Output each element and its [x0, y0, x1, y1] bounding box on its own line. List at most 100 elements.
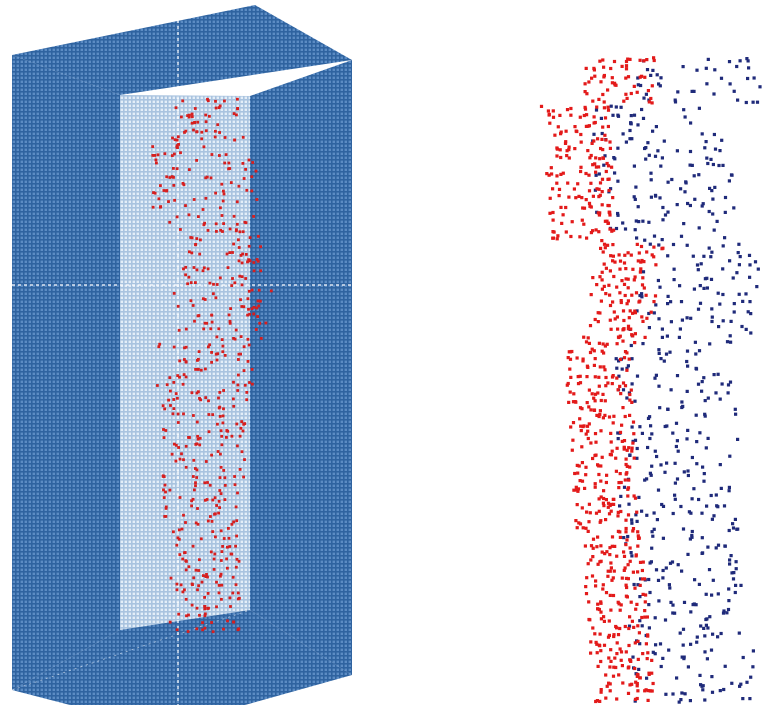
front-point — [627, 357, 631, 361]
back-point — [716, 372, 720, 376]
front-point — [630, 449, 634, 453]
front-point — [612, 310, 616, 314]
back-point — [706, 436, 710, 440]
front-point — [607, 619, 611, 623]
back-point — [712, 514, 716, 518]
front-point — [632, 278, 636, 282]
body-point — [158, 342, 162, 346]
body-point — [223, 354, 227, 357]
back-point — [695, 263, 700, 267]
back-point — [748, 275, 752, 279]
front-point — [611, 674, 616, 678]
front-point — [550, 172, 554, 176]
voxel-box — [11, 5, 352, 705]
front-point — [591, 194, 595, 198]
back-point — [697, 226, 701, 230]
body-point — [199, 537, 203, 541]
back-point — [659, 357, 663, 361]
back-point — [640, 292, 644, 296]
back-point — [706, 396, 710, 400]
body-point — [210, 520, 214, 523]
body-point — [183, 551, 187, 554]
front-point — [597, 165, 601, 169]
front-point — [628, 398, 632, 402]
back-point — [616, 146, 620, 150]
back-point — [736, 437, 740, 441]
back-point — [667, 648, 671, 652]
front-point — [575, 526, 579, 530]
body-point — [212, 292, 215, 296]
back-point — [629, 121, 633, 125]
front-point — [638, 560, 643, 564]
front-point — [618, 647, 622, 651]
back-point — [709, 157, 713, 161]
body-point — [159, 184, 162, 187]
back-point — [660, 327, 664, 331]
body-point — [177, 537, 181, 541]
back-point — [727, 528, 731, 533]
body-point — [215, 605, 218, 609]
front-point — [582, 206, 587, 210]
body-point — [192, 128, 195, 132]
body-point — [235, 519, 239, 523]
body-point — [217, 396, 220, 400]
body-point — [197, 215, 200, 218]
back-point — [592, 132, 596, 136]
body-point — [172, 292, 176, 295]
body-point — [222, 192, 226, 196]
front-point — [624, 76, 628, 80]
back-point — [659, 463, 663, 467]
front-point — [608, 503, 612, 507]
body-point — [179, 151, 182, 155]
body-point — [181, 99, 185, 103]
back-point — [706, 626, 710, 630]
front-point — [643, 600, 647, 604]
body-point — [248, 259, 252, 263]
front-point — [579, 424, 583, 428]
back-point — [702, 286, 706, 290]
front-point — [600, 270, 604, 274]
back-point — [679, 234, 684, 238]
front-point — [621, 681, 625, 685]
front-point — [598, 311, 602, 315]
body-point — [219, 429, 223, 433]
body-point — [214, 222, 218, 226]
body-point — [203, 596, 206, 599]
front-point — [604, 384, 608, 388]
front-point — [625, 464, 629, 468]
front-point — [592, 121, 596, 125]
right-front-points — [539, 56, 665, 704]
body-point — [174, 443, 178, 447]
front-point — [584, 124, 588, 128]
body-point — [206, 99, 210, 103]
back-point — [732, 310, 736, 314]
front-point — [566, 381, 570, 386]
front-point — [600, 137, 604, 141]
front-point — [606, 243, 610, 247]
back-point — [643, 478, 647, 482]
front-point — [577, 521, 581, 525]
front-point — [585, 375, 589, 379]
front-point — [594, 511, 599, 515]
front-point — [628, 309, 632, 313]
body-point — [198, 443, 202, 447]
front-point — [630, 619, 634, 623]
back-point — [671, 242, 676, 247]
body-point — [257, 304, 261, 308]
front-point — [599, 600, 603, 604]
box-left-face — [12, 55, 120, 690]
body-point — [209, 550, 213, 554]
front-point — [593, 432, 598, 436]
front-point — [597, 497, 601, 501]
front-point — [605, 161, 609, 166]
body-point — [204, 575, 208, 578]
front-point — [573, 471, 577, 476]
front-point — [564, 205, 568, 210]
back-point — [722, 687, 726, 692]
front-point — [581, 357, 585, 361]
back-point — [638, 425, 642, 429]
body-point — [210, 313, 213, 317]
front-point — [575, 463, 579, 467]
body-point — [172, 345, 176, 349]
body-point — [192, 458, 196, 462]
